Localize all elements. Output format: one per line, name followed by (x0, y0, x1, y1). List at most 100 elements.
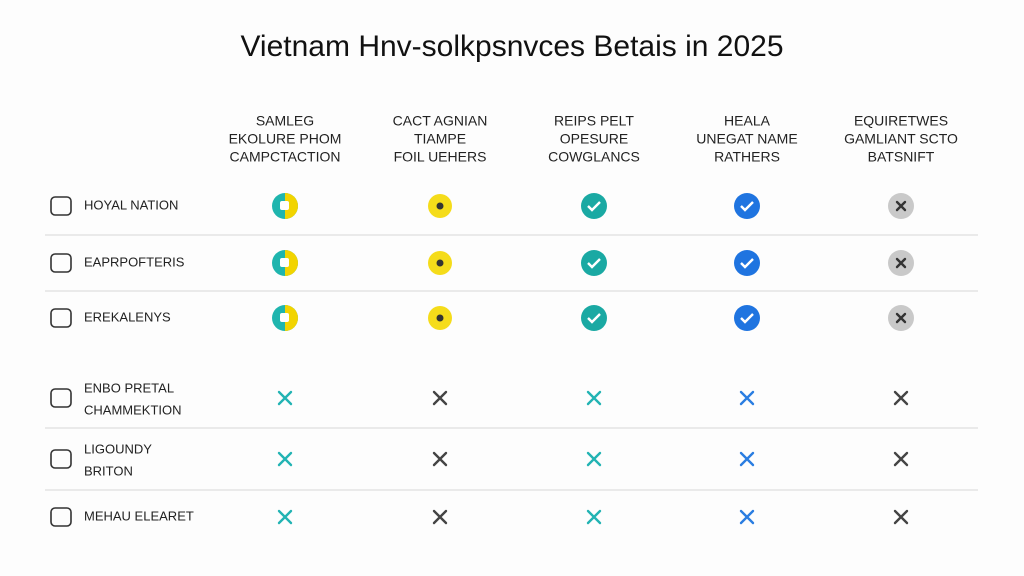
x-mark (277, 390, 293, 406)
column-header: GAMLIANT SCTO (844, 131, 958, 147)
column-header: BATSNIFT (868, 149, 935, 165)
x-mark (586, 509, 602, 525)
title: Vietnam Hnv-solkpsnvces Betais in 2025 (240, 30, 783, 63)
circle (734, 193, 760, 219)
check (587, 258, 601, 269)
circle (734, 250, 760, 276)
status-icon (432, 451, 448, 467)
column-header: OPESURE (560, 131, 628, 147)
status-icon (277, 451, 293, 467)
x-mark (739, 451, 755, 467)
column-header: COWGLANCS (548, 149, 640, 165)
row-icon (50, 388, 72, 408)
column-header: FOIL UEHERS (394, 149, 487, 165)
row-label: BRITON (84, 463, 133, 478)
check (740, 258, 754, 269)
check (740, 313, 754, 324)
status-icon (581, 193, 607, 219)
x-mark (893, 509, 909, 525)
status-icon (428, 194, 452, 218)
dot (436, 314, 444, 322)
column-header: CACT AGNIAN (393, 113, 488, 129)
x-mark (586, 390, 602, 406)
status-icon (272, 305, 298, 331)
status-icon (586, 390, 602, 406)
status-icon (734, 305, 760, 331)
dot (280, 201, 289, 210)
x-mark (586, 451, 602, 467)
check (587, 313, 601, 324)
row-label: LIGOUNDY (84, 441, 152, 456)
circle (734, 305, 760, 331)
column-header: EKOLURE PHOM (229, 131, 342, 147)
x-mark (895, 257, 907, 269)
half (285, 193, 298, 219)
dot (280, 313, 289, 322)
column-header: HEALA (724, 113, 771, 129)
x-mark (739, 509, 755, 525)
status-icon (581, 305, 607, 331)
row-label: CHAMMEKTION (84, 402, 182, 417)
row-icon (50, 308, 72, 328)
x-mark (277, 451, 293, 467)
status-icon (432, 390, 448, 406)
x-mark (893, 451, 909, 467)
status-icon (277, 509, 293, 525)
x-mark (432, 509, 448, 525)
column-header: TIAMPE (414, 131, 466, 147)
row-icon (50, 253, 72, 273)
x-mark (895, 200, 907, 212)
status-icon (893, 451, 909, 467)
status-icon (272, 193, 298, 219)
status-icon (888, 305, 914, 331)
status-icon (893, 390, 909, 406)
status-icon (739, 451, 755, 467)
status-icon (739, 509, 755, 525)
circle (581, 305, 607, 331)
column-header: REIPS PELT (554, 113, 634, 129)
x-mark (432, 390, 448, 406)
status-icon (428, 306, 452, 330)
half (285, 305, 298, 331)
row-icon (50, 507, 72, 527)
status-icon (581, 250, 607, 276)
column-header: EQUIRETWES (854, 113, 948, 129)
column-header: CAMPCTACTION (230, 149, 341, 165)
column-header: UNEGAT NAME (696, 131, 797, 147)
row-label: HOYAL NATION (84, 197, 178, 212)
status-icon (586, 509, 602, 525)
dot (436, 202, 444, 210)
column-header: SAMLEG (256, 113, 314, 129)
dot (436, 259, 444, 267)
x-mark (277, 509, 293, 525)
dot (280, 258, 289, 267)
check (587, 201, 601, 212)
status-icon (272, 250, 298, 276)
half (285, 250, 298, 276)
status-icon (888, 193, 914, 219)
check (740, 201, 754, 212)
row-icon (50, 449, 72, 469)
x-mark (893, 390, 909, 406)
status-icon (734, 193, 760, 219)
circle (581, 250, 607, 276)
column-header: RATHERS (714, 149, 780, 165)
row-label: EREKALENYS (84, 309, 171, 324)
circle (581, 193, 607, 219)
status-icon (893, 509, 909, 525)
status-icon (277, 390, 293, 406)
row-label: EAPRPOFTERIS (84, 254, 185, 269)
x-mark (739, 390, 755, 406)
row-icon (50, 196, 72, 216)
status-icon (428, 251, 452, 275)
status-icon (888, 250, 914, 276)
status-icon (432, 509, 448, 525)
status-icon (586, 451, 602, 467)
x-mark (432, 451, 448, 467)
row-label: ENBO PRETAL (84, 380, 174, 395)
status-icon (739, 390, 755, 406)
x-mark (895, 312, 907, 324)
